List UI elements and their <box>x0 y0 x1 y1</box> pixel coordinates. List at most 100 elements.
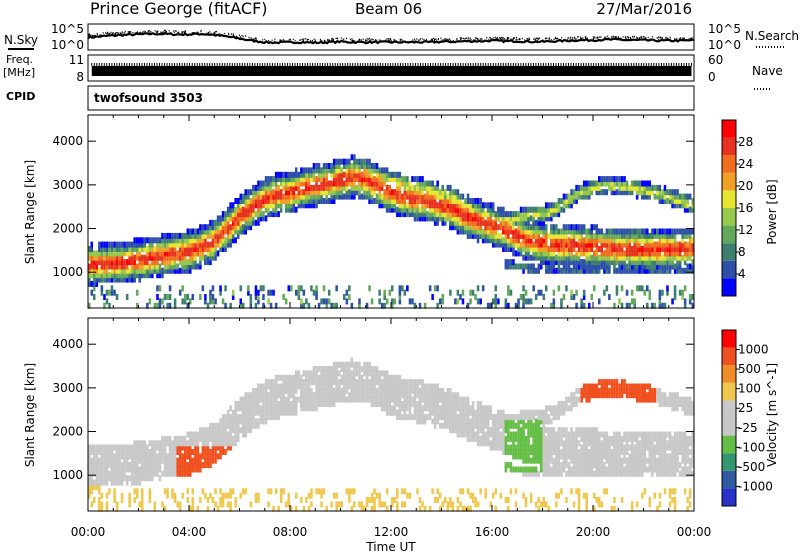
velocity-cell <box>608 466 611 473</box>
velocity-cell <box>269 387 273 394</box>
power-cell <box>199 250 202 257</box>
power-cell <box>681 237 684 244</box>
power-cell <box>433 198 437 204</box>
velocity-cell <box>358 361 361 368</box>
power-cell <box>113 241 116 248</box>
velocity-cell <box>295 401 298 407</box>
power-cell <box>580 232 583 239</box>
power-cell <box>575 263 578 270</box>
power-cell <box>292 198 296 204</box>
power-cell <box>635 180 639 187</box>
power-cell <box>224 302 227 309</box>
velocity-cell <box>360 505 364 512</box>
power-cell <box>209 294 212 300</box>
power-cell <box>603 237 606 244</box>
velocity-cell <box>317 379 321 386</box>
velocity-cell <box>176 501 179 508</box>
velocity-cell <box>330 396 333 403</box>
velocity-cell <box>466 396 470 403</box>
velocity-cell <box>110 462 114 469</box>
power-cell <box>118 241 121 248</box>
velocity-cell <box>388 374 392 381</box>
power-cell <box>567 267 571 274</box>
power-cell <box>370 180 374 187</box>
power-cell <box>479 198 482 204</box>
velocity-cell <box>282 409 285 416</box>
velocity-cell <box>408 405 412 412</box>
power-cell <box>95 267 99 274</box>
velocity-cell <box>350 357 354 364</box>
velocity-cell <box>327 396 331 403</box>
power-cell <box>292 180 296 187</box>
velocity-cell <box>517 414 520 421</box>
velocity-cell <box>396 401 399 407</box>
velocity-cell <box>466 409 470 416</box>
velocity-cell <box>547 405 551 412</box>
power-cell <box>688 298 692 305</box>
power-cell <box>446 193 450 200</box>
power-cell <box>444 189 447 196</box>
velocity-cell <box>348 492 351 499</box>
power-cell <box>156 294 159 300</box>
power-cell <box>572 241 576 248</box>
velocity-cell <box>469 418 472 425</box>
velocity-cell <box>504 449 508 455</box>
power-cell <box>267 176 270 183</box>
power-cell <box>279 202 283 209</box>
power-cell <box>317 163 321 169</box>
power-cell <box>489 224 493 231</box>
velocity-cell <box>267 405 270 412</box>
velocity-cell <box>239 427 243 434</box>
power-cell <box>138 276 142 283</box>
velocity-cell <box>492 492 495 499</box>
velocity-cell <box>603 383 606 390</box>
velocity-cell <box>588 387 591 394</box>
velocity-cell <box>163 453 167 460</box>
power-cell <box>98 250 101 257</box>
power-cell <box>492 206 495 213</box>
power-cell <box>610 232 614 239</box>
velocity-cell <box>613 449 616 455</box>
power-cell <box>305 184 308 191</box>
velocity-cell <box>433 422 437 429</box>
velocity-cell <box>383 396 386 403</box>
power-cell <box>231 215 235 222</box>
power-cell <box>507 232 510 239</box>
power-cell <box>658 250 662 257</box>
velocity-cell <box>385 396 389 403</box>
power-cell <box>274 176 278 183</box>
power-cell <box>355 184 359 191</box>
power-cell <box>671 241 674 248</box>
velocity-cell <box>133 466 136 473</box>
power-cell <box>494 232 498 239</box>
velocity-cell <box>98 470 101 477</box>
velocity-cell <box>183 444 187 451</box>
velocity-cell <box>464 505 467 512</box>
power-cell <box>433 206 437 213</box>
velocity-cell <box>234 405 237 412</box>
velocity-cell <box>146 453 149 460</box>
power-cell <box>284 171 288 178</box>
velocity-cell <box>125 475 129 482</box>
velocity-cell <box>494 418 498 425</box>
power-cell <box>216 215 220 222</box>
power-cell <box>557 267 561 274</box>
velocity-cell <box>327 401 331 407</box>
velocity-cell <box>290 409 293 416</box>
velocity-cell <box>194 449 197 455</box>
power-cell <box>593 241 596 248</box>
power-cell <box>678 263 682 270</box>
power-cell <box>234 228 237 235</box>
velocity-cell <box>206 431 210 438</box>
velocity-cell <box>312 366 316 372</box>
power-cell <box>577 246 581 252</box>
velocity-cell <box>547 453 551 460</box>
power-cell <box>423 180 427 187</box>
velocity-cell <box>588 466 591 473</box>
power-cell <box>474 228 477 235</box>
velocity-cell <box>183 453 187 460</box>
power-cell <box>590 254 594 261</box>
power-cell <box>421 193 424 200</box>
power-cell <box>219 219 222 226</box>
